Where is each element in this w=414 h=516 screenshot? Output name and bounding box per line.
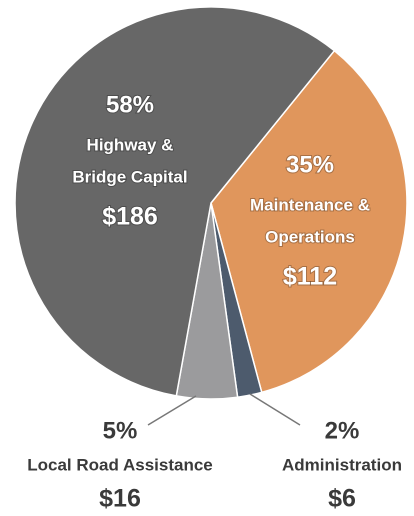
pie-slice xyxy=(14,6,336,397)
category-label: Local Road Assistance xyxy=(27,455,213,474)
percent-label: 35% xyxy=(286,151,334,178)
amount-label: $6 xyxy=(328,485,356,513)
amount-label: $186 xyxy=(102,203,158,231)
percent-label: 2% xyxy=(325,417,360,444)
leader-line xyxy=(249,393,301,426)
pie-slice xyxy=(210,49,408,394)
category-label: Administration xyxy=(282,455,402,474)
amount-label: $16 xyxy=(99,485,141,513)
category-label: Maintenance & xyxy=(250,195,370,214)
category-label: Bridge Capital xyxy=(72,167,187,186)
percent-label: 58% xyxy=(106,91,154,118)
category-label: Highway & xyxy=(87,135,174,154)
percent-label: 5% xyxy=(103,417,138,444)
category-label: Operations xyxy=(265,227,355,246)
amount-label: $112 xyxy=(283,263,337,291)
leader-line xyxy=(147,395,197,426)
